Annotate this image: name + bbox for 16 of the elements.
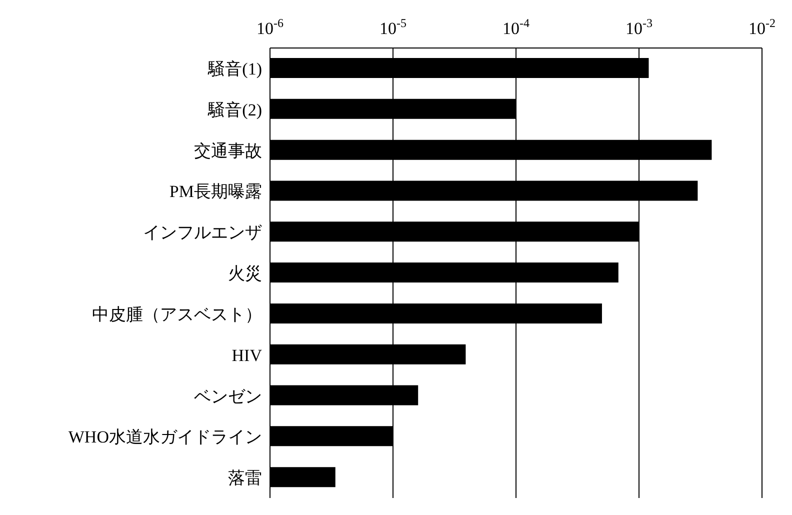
y-tick-label: ベンゼン — [194, 386, 262, 406]
y-tick-label: 中皮腫（アスベスト） — [92, 304, 262, 324]
y-tick-label: 騒音(2) — [207, 100, 262, 120]
y-tick-label: 騒音(1) — [207, 59, 262, 78]
x-tick-label: 10$^{-2}$ — [748, 16, 776, 38]
y-tick-label: インフルエンザ — [143, 223, 262, 242]
x-tick-label: 10$^{-6}$ — [256, 16, 284, 38]
y-tick-label: HIV — [232, 346, 263, 365]
x-tick-label: 10$^{-5}$ — [380, 16, 406, 38]
x-tick-label: 10$^{-3}$ — [626, 16, 652, 38]
y-tick-label: WHO水道水ガイドライン — [68, 428, 262, 447]
y-tick-label: 火災 — [228, 264, 262, 284]
y-tick-label: 落雷 — [228, 468, 262, 488]
y-tick-label: 交通事故 — [194, 141, 262, 160]
x-tick-label: 10$^{-4}$ — [502, 16, 530, 38]
y-tick-label: PM長期曝露 — [169, 182, 262, 202]
